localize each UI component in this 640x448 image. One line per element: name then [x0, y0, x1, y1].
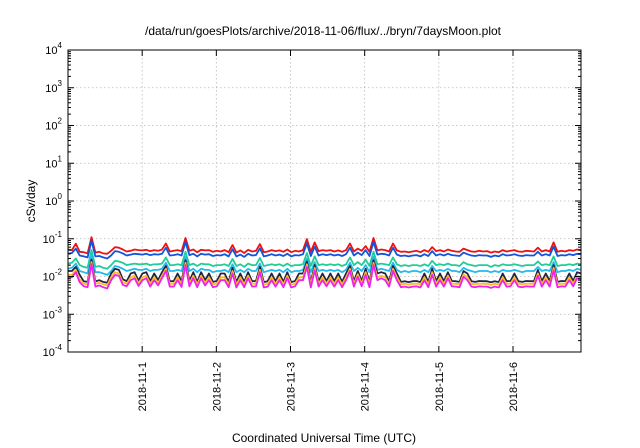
- chart-title: /data/run/goesPlots/archive/2018-11-06/f…: [145, 24, 502, 38]
- y-tick-label: 10-1: [43, 230, 63, 246]
- series-line-1: [67, 236, 582, 255]
- x-tick-label: 2018-11-4: [360, 362, 372, 411]
- x-tick-label: 2018-11-3: [286, 362, 298, 411]
- y-tick-label: 104: [45, 41, 62, 57]
- x-tick-label: 2018-11-2: [211, 362, 223, 411]
- tick-layer: 10-4 10-3 10-2 10-1 100 101 102 103 104 2018-11-1…: [43, 41, 581, 411]
- y-tick-label: 10-4: [43, 343, 63, 359]
- series-line-3: [67, 249, 582, 270]
- x-tick-label: 2018-11-6: [508, 362, 520, 411]
- series-line-6: [68, 261, 582, 287]
- series-line-4: [67, 254, 582, 276]
- y-tick-label: 100: [45, 192, 62, 208]
- series-line-7: [67, 263, 582, 290]
- y-tick-label: 103: [45, 79, 62, 95]
- series-line-2: [67, 239, 582, 260]
- y-tick-label: 10-2: [43, 268, 63, 284]
- y-tick-label: 102: [45, 117, 62, 133]
- y-tick-label: 101: [45, 154, 62, 170]
- x-axis-label: Coordinated Universal Time (UTC): [232, 431, 416, 445]
- series-layer: [67, 236, 582, 290]
- x-tick-label: 2018-11-5: [434, 362, 446, 411]
- y-tick-label: 10-3: [43, 305, 63, 321]
- x-tick-label: 2018-11-1: [137, 362, 149, 411]
- series-line-5: [68, 258, 582, 284]
- y-axis-label: cSv/day: [24, 180, 38, 223]
